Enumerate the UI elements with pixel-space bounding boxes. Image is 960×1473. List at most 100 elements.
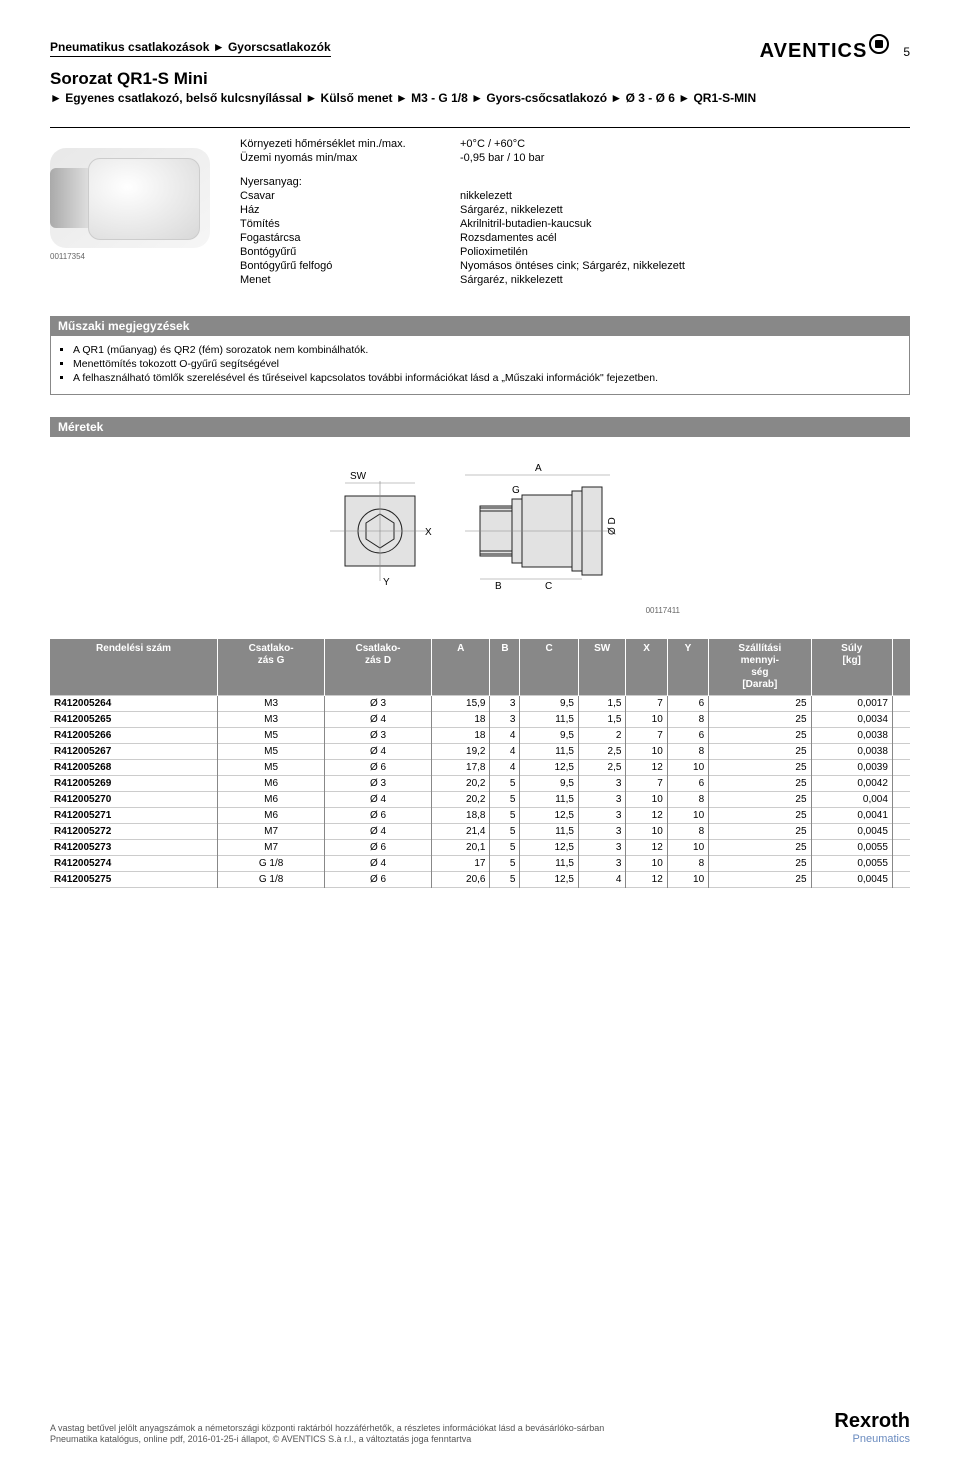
- table-cell: 5: [490, 775, 520, 791]
- brand-text: AVENTICS: [760, 40, 868, 63]
- table-header: Rendelési szám: [50, 639, 218, 696]
- table-cell: 6: [667, 727, 708, 743]
- materials-heading: Nyersanyag:: [240, 176, 910, 188]
- table-cell: 8: [667, 823, 708, 839]
- svg-text:B: B: [495, 581, 502, 592]
- materials-table: CsavarnikkelezettHázSárgaréz, nikkelezet…: [240, 190, 910, 286]
- table-cell: 3: [578, 775, 626, 791]
- table-cell: R412005264: [50, 695, 218, 711]
- table-cell: 25: [709, 839, 811, 855]
- material-value: Akrilnitril-butadien-kaucsuk: [460, 218, 910, 230]
- table-cell: 18,8: [431, 807, 490, 823]
- notes-list: A QR1 (műanyag) és QR2 (fém) sorozatok n…: [65, 344, 895, 384]
- table-cell: 17,8: [431, 759, 490, 775]
- table-row: R412005269M6Ø 320,259,5376250,0042: [50, 775, 910, 791]
- svg-text:G: G: [512, 485, 520, 496]
- table-cell: 0,0055: [811, 855, 892, 871]
- table-header: Súly[kg]: [811, 639, 892, 696]
- table-cell: R412005274: [50, 855, 218, 871]
- table-header: B: [490, 639, 520, 696]
- table-cell: Ø 4: [325, 743, 432, 759]
- breadcrumb: Pneumatikus csatlakozások ► Gyorscsatlak…: [50, 40, 331, 57]
- table-header: [892, 639, 910, 696]
- table-cell: 25: [709, 727, 811, 743]
- material-value: Sárgaréz, nikkelezett: [460, 274, 910, 286]
- table-cell: Ø 4: [325, 823, 432, 839]
- rexroth-sub: Pneumatics: [834, 1433, 910, 1445]
- table-cell: 25: [709, 791, 811, 807]
- table-cell: [892, 711, 910, 727]
- table-cell: 21,4: [431, 823, 490, 839]
- table-cell: 3: [490, 695, 520, 711]
- dimension-drawing: SW X Y A G B C Ø D: [290, 451, 670, 601]
- material-label: Menet: [240, 274, 460, 286]
- footer-line-1: A vastag betűvel jelölt anyagszámok a né…: [50, 1423, 604, 1434]
- table-row: R412005264M3Ø 315,939,51,576250,0017: [50, 695, 910, 711]
- table-cell: Ø 6: [325, 807, 432, 823]
- footer-line-2: Pneumatika katalógus, online pdf, 2016-0…: [50, 1434, 604, 1445]
- table-cell: 25: [709, 823, 811, 839]
- table-cell: M7: [218, 839, 325, 855]
- material-label: Ház: [240, 204, 460, 216]
- notes-title: Műszaki megjegyzések: [50, 316, 910, 336]
- table-row: R412005275G 1/8Ø 620,6512,541210250,0045: [50, 871, 910, 887]
- table-row: R412005272M7Ø 421,4511,53108250,0045: [50, 823, 910, 839]
- table-cell: 8: [667, 711, 708, 727]
- table-cell: 20,2: [431, 775, 490, 791]
- table-cell: 0,004: [811, 791, 892, 807]
- dimensions-title: Méretek: [50, 417, 910, 437]
- table-cell: [892, 807, 910, 823]
- table-cell: 5: [490, 871, 520, 887]
- table-cell: 10: [667, 807, 708, 823]
- table-cell: 3: [578, 839, 626, 855]
- rexroth-main: Rexroth: [834, 1410, 910, 1433]
- table-row: R412005270M6Ø 420,2511,53108250,004: [50, 791, 910, 807]
- table-cell: M6: [218, 807, 325, 823]
- table-cell: M6: [218, 791, 325, 807]
- table-header: Csatlako-zás D: [325, 639, 432, 696]
- table-cell: 12,5: [520, 871, 579, 887]
- series-title: Sorozat QR1-S Mini: [50, 69, 910, 89]
- table-cell: 6: [667, 695, 708, 711]
- table-cell: Ø 3: [325, 695, 432, 711]
- table-cell: 0,0045: [811, 871, 892, 887]
- table-cell: 10: [626, 743, 667, 759]
- dimensions-box: Méretek SW X Y A G: [50, 417, 910, 621]
- table-cell: 12: [626, 759, 667, 775]
- table-cell: 10: [626, 855, 667, 871]
- table-cell: 5: [490, 823, 520, 839]
- spec-label: Környezeti hőmérséklet min./max.: [240, 138, 460, 150]
- table-cell: 20,6: [431, 871, 490, 887]
- svg-text:A: A: [535, 463, 542, 474]
- table-cell: R412005269: [50, 775, 218, 791]
- material-value: Rozsdamentes acél: [460, 232, 910, 244]
- footer: A vastag betűvel jelölt anyagszámok a né…: [50, 1410, 910, 1445]
- table-cell: 10: [626, 711, 667, 727]
- table-row: R412005273M7Ø 620,1512,531210250,0055: [50, 839, 910, 855]
- table-cell: 5: [490, 791, 520, 807]
- table-cell: R412005267: [50, 743, 218, 759]
- table-cell: 25: [709, 855, 811, 871]
- note-item: A QR1 (műanyag) és QR2 (fém) sorozatok n…: [73, 344, 895, 356]
- material-value: Nyomásos öntéses cink; Sárgaréz, nikkele…: [460, 260, 910, 272]
- table-cell: 25: [709, 743, 811, 759]
- table-cell: 0,0038: [811, 743, 892, 759]
- table-cell: 0,0042: [811, 775, 892, 791]
- table-cell: 11,5: [520, 711, 579, 727]
- table-cell: 3: [578, 823, 626, 839]
- table-row: R412005265M3Ø 418311,51,5108250,0034: [50, 711, 910, 727]
- table-header: A: [431, 639, 490, 696]
- product-image-id: 00117354: [50, 252, 240, 261]
- table-cell: R412005270: [50, 791, 218, 807]
- table-cell: [892, 823, 910, 839]
- table-cell: 20,2: [431, 791, 490, 807]
- table-cell: 11,5: [520, 743, 579, 759]
- table-cell: 11,5: [520, 791, 579, 807]
- table-cell: 10: [667, 839, 708, 855]
- table-cell: 5: [490, 839, 520, 855]
- table-cell: 25: [709, 695, 811, 711]
- table-cell: R412005271: [50, 807, 218, 823]
- table-cell: 12,5: [520, 759, 579, 775]
- table-cell: Ø 6: [325, 839, 432, 855]
- table-cell: 1,5: [578, 711, 626, 727]
